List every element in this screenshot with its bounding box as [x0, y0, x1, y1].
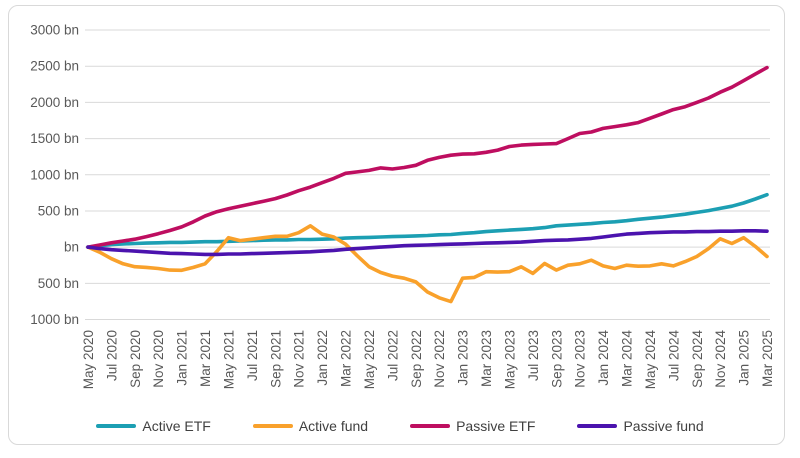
- x-axis-tick-label: Sep 2023: [549, 330, 564, 388]
- x-axis-tick-label: Mar 2021: [198, 330, 213, 387]
- x-axis-tick-label: Nov 2020: [151, 330, 166, 388]
- y-axis-tick-label: 3000 bn: [30, 23, 79, 38]
- series-line-active-fund: [86, 224, 769, 304]
- x-axis-tick-label: Nov 2021: [292, 330, 307, 388]
- legend-swatch-passive-fund: [577, 423, 618, 429]
- legend-label-active-etf: Active ETF: [142, 418, 211, 434]
- x-axis-tick-label: May 2023: [502, 330, 517, 389]
- legend-item-passive-fund: Passive fund: [577, 418, 704, 434]
- x-axis-tick-label: Sep 2020: [128, 330, 143, 388]
- legend-item-passive-etf: Passive ETF: [410, 418, 535, 434]
- x-axis-tick-label: Mar 2022: [339, 330, 354, 387]
- x-axis-tick-label: Sep 2022: [409, 330, 424, 388]
- x-axis-tick-label: Nov 2024: [713, 330, 728, 388]
- legend-label-passive-fund: Passive fund: [623, 418, 704, 434]
- x-axis-tick-label: Sep 2024: [690, 330, 705, 388]
- x-axis-tick-label: May 2021: [221, 330, 236, 389]
- y-axis-tick-label: 2500 bn: [30, 59, 79, 74]
- x-axis-tick-label: Sep 2021: [268, 330, 283, 388]
- series-line-active-etf: [86, 192, 769, 249]
- x-axis-tick-label: Jul 2020: [104, 330, 119, 381]
- series-line-passive-etf: [86, 65, 769, 249]
- series-line-passive-fund: [86, 229, 769, 257]
- x-axis-tick-label: May 2022: [362, 330, 377, 389]
- x-axis-tick-label: Mar 2025: [760, 330, 775, 387]
- x-axis-tick-label: Jul 2022: [385, 330, 400, 381]
- x-axis-tick-label: Mar 2023: [479, 330, 494, 387]
- legend-item-active-etf: Active ETF: [96, 418, 211, 434]
- x-axis-tick-label: May 2020: [81, 330, 96, 389]
- y-axis-tick-label: bn: [64, 240, 79, 255]
- x-axis-tick-label: Jan 2025: [737, 330, 752, 386]
- x-axis-tick-label: May 2024: [643, 330, 658, 390]
- y-axis-tick-label: 2000 bn: [30, 95, 79, 110]
- x-axis-tick-label: Jul 2021: [245, 330, 260, 381]
- legend-swatch-active-etf: [96, 423, 137, 429]
- x-axis-tick-label: Mar 2024: [620, 330, 635, 388]
- legend-swatch-active-fund: [252, 423, 293, 429]
- legend-item-active-fund: Active fund: [252, 418, 369, 434]
- x-axis-tick-label: Nov 2023: [573, 330, 588, 388]
- chart-frame: [8, 5, 785, 445]
- y-axis-tick-label: 500 bn: [38, 276, 79, 291]
- x-axis-tick-label: Jan 2022: [315, 330, 330, 386]
- x-axis-tick-label: Jan 2023: [456, 330, 471, 386]
- legend-label-active-fund: Active fund: [298, 418, 369, 434]
- legend-label-passive-etf: Passive ETF: [456, 418, 536, 434]
- y-axis-tick-label: 1000 bn: [30, 312, 79, 327]
- chart-legend: Active ETF Active fund Passive ETF Passi…: [0, 413, 800, 439]
- x-axis-tick-label: Jul 2024: [666, 330, 681, 382]
- y-axis-tick-label: 1000 bn: [30, 167, 79, 182]
- legend-swatch-passive-etf: [410, 423, 451, 429]
- x-axis-tick-label: Jan 2021: [175, 330, 190, 386]
- x-axis-tick-label: Jul 2023: [526, 330, 541, 381]
- x-axis-tick-label: Nov 2022: [432, 330, 447, 388]
- y-axis-tick-label: 1500 bn: [30, 131, 79, 146]
- y-axis-tick-label: 500 bn: [38, 203, 79, 218]
- x-axis-tick-label: Jan 2024: [596, 330, 611, 386]
